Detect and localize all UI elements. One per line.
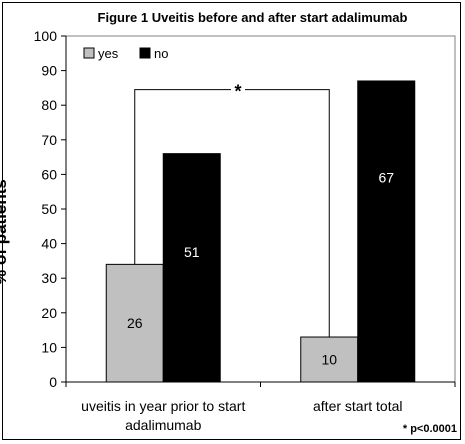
bar-no: [357, 80, 416, 383]
significance-marker: *: [234, 82, 241, 102]
chart-frame: [2, 2, 461, 440]
y-tick-label: 70: [41, 132, 57, 148]
significance-marker-bg: [231, 82, 245, 97]
y-tick-label: 30: [41, 270, 57, 286]
bar-yes: [105, 263, 164, 383]
bar-yes: [300, 336, 359, 383]
y-tick-label: 40: [41, 236, 57, 252]
chart-title: Figure 1 Uveitis before and after start …: [97, 10, 408, 25]
y-tick-label: 80: [41, 97, 57, 113]
x-category-label-line: adalimumab: [125, 417, 202, 433]
x-category-label-line: after start total: [313, 398, 403, 414]
significance-footnote: * p<0.0001: [402, 423, 457, 435]
x-category-label: uveitis in year prior to start adalimumab: [66, 397, 261, 435]
y-tick-label: 20: [41, 305, 57, 321]
legend-label-yes: yes: [98, 46, 119, 61]
data-label-yes: 10: [321, 352, 337, 368]
y-tick-label: 100: [34, 28, 58, 44]
bar-no: [162, 153, 221, 383]
y-tick-label: 0: [49, 374, 57, 390]
x-category-label-line: uveitis in year prior to start: [81, 398, 246, 414]
data-label-no: 51: [184, 244, 200, 260]
legend-label-no: no: [154, 46, 168, 61]
data-label-yes: 26: [127, 315, 143, 331]
legend-swatch-no: [139, 47, 151, 59]
legend-swatch-yes: [83, 47, 95, 59]
x-category-label: after start total: [261, 397, 456, 416]
y-tick-label: 60: [41, 166, 57, 182]
y-tick-label: 50: [41, 201, 57, 217]
y-tick-label: 90: [41, 63, 57, 79]
data-label-no: 67: [378, 169, 394, 185]
y-tick-label: 10: [41, 339, 57, 355]
